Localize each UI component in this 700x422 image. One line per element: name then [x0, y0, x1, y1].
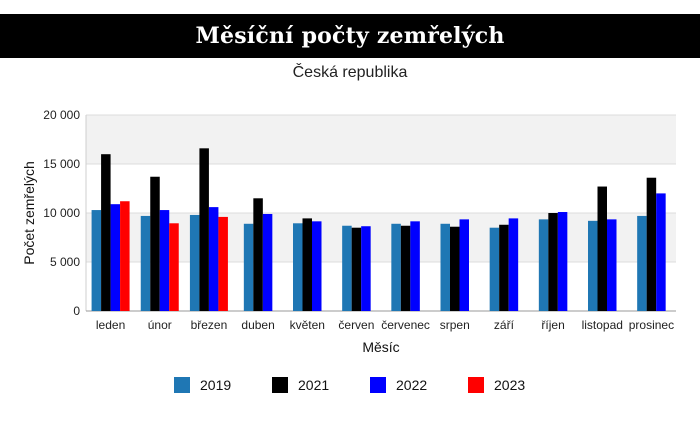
title-bar: Měsíční počty zemřelých: [0, 14, 700, 58]
legend-swatch-2019: [174, 377, 190, 393]
x-tick-label: říjen: [541, 318, 564, 332]
bar-2022-únor: [159, 210, 170, 311]
x-axis-ticks: leden únor březen duben květen červen červenec…: [96, 318, 674, 332]
bar-2019-červenec: [391, 223, 401, 311]
bar-2021-červen: [351, 227, 362, 311]
bar-2021-listopad: [597, 186, 607, 311]
bars: [91, 148, 666, 311]
bar-2019-listopad: [588, 220, 598, 311]
legend-label-2019: 2019: [200, 377, 231, 393]
x-tick-label: duben: [241, 318, 274, 332]
y-tick-label: 0: [73, 304, 80, 318]
bar-2019-květen: [293, 223, 303, 311]
bar-2019-říjen: [538, 219, 549, 311]
x-tick-label: únor: [148, 318, 172, 332]
x-tick-label: prosinec: [629, 318, 674, 332]
x-tick-label: červenec: [381, 318, 430, 332]
bar-2022-listopad: [607, 219, 617, 311]
bar-2021-březen: [199, 148, 209, 311]
grid-band: [86, 213, 676, 262]
y-axis-ticks: 0 5 000 10 000 15 000 20 000: [43, 108, 80, 318]
legend-label-2023: 2023: [494, 377, 525, 393]
bar-2021-květen: [302, 218, 312, 311]
bar-2021-duben: [253, 198, 263, 311]
bar-2021-říjen: [548, 213, 558, 311]
legend-label-2021: 2021: [298, 377, 329, 393]
y-tick-label: 20 000: [43, 108, 80, 122]
x-tick-label: září: [494, 318, 515, 332]
legend-swatch-2022: [370, 377, 386, 393]
bar-2021-únor: [150, 176, 160, 311]
bar-2019-srpen: [440, 223, 450, 311]
x-tick-label: březen: [191, 318, 228, 332]
x-tick-label: červen: [338, 318, 374, 332]
bar-2021-prosinec: [646, 177, 657, 311]
bar-2022-září: [508, 218, 519, 311]
x-tick-label: listopad: [582, 318, 623, 332]
x-tick-label: leden: [96, 318, 125, 332]
bar-2022-březen: [208, 207, 219, 311]
bar-2023-leden: [120, 201, 130, 311]
bar-2019-prosinec: [637, 215, 647, 311]
legend-swatch-2023: [468, 377, 484, 393]
bar-2023-březen: [218, 216, 228, 311]
x-tick-label: srpen: [440, 318, 470, 332]
grid-lines: [85, 114, 676, 312]
y-tick-label: 10 000: [43, 206, 80, 220]
page-title: Měsíční počty zemřelých: [195, 23, 505, 49]
legend-label-2022: 2022: [396, 377, 427, 393]
legend-swatch-2021: [272, 377, 288, 393]
bar-2021-leden: [101, 154, 111, 311]
bar-2019-září: [489, 227, 500, 311]
bar-2019-duben: [243, 223, 254, 311]
bar-2022-červenec: [410, 221, 420, 311]
bar-2019-leden: [91, 210, 102, 311]
bar-2022-červen: [361, 226, 371, 311]
chart-subtitle: Česká republika: [292, 64, 408, 81]
x-axis-title: Měsíc: [362, 339, 399, 355]
grid-band: [86, 115, 676, 164]
y-tick-label: 5 000: [50, 255, 80, 269]
bar-2019-únor: [140, 215, 151, 311]
top-frame: [0, 0, 700, 14]
bar-2022-srpen: [459, 219, 469, 311]
bar-2021-srpen: [450, 226, 460, 311]
bar-2022-prosinec: [656, 193, 666, 311]
bar-2022-květen: [312, 221, 322, 311]
bar-2022-leden: [110, 204, 121, 311]
bar-2019-červen: [342, 225, 352, 311]
x-tick-label: květen: [290, 318, 325, 332]
bar-2023-únor: [169, 223, 179, 311]
y-tick-label: 15 000: [43, 157, 80, 171]
legend: 2019 2021 2022 2023: [174, 377, 525, 393]
bar-2019-březen: [189, 214, 200, 311]
bar-2022-říjen: [557, 212, 568, 311]
bar-2021-září: [499, 224, 509, 311]
bar-2022-duben: [262, 213, 273, 311]
y-axis-title: Počet zemřelých: [21, 161, 37, 264]
bar-2021-červenec: [400, 225, 411, 311]
